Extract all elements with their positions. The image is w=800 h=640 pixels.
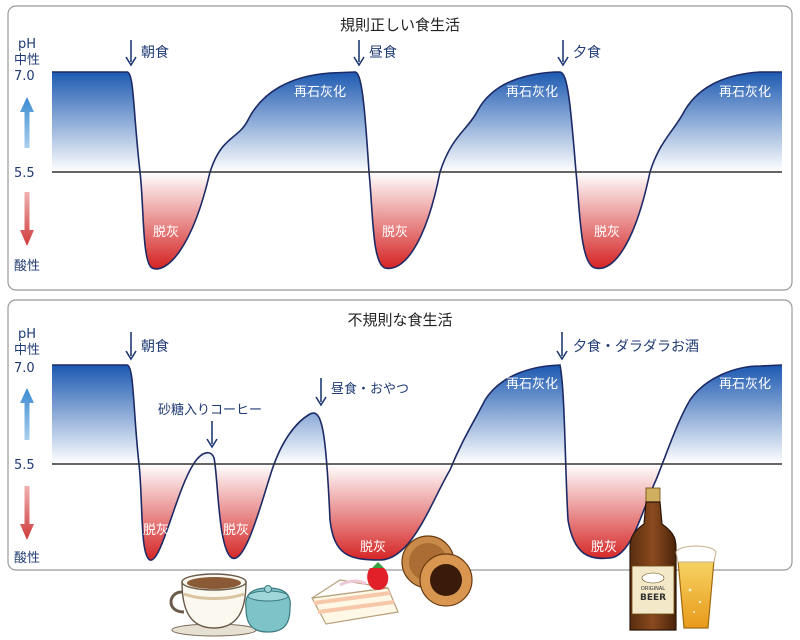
bottom-event-breakfast: 朝食 bbox=[125, 332, 169, 361]
bottom-axis-acid: 酸性 bbox=[14, 551, 40, 566]
bottom-event-lunch-snack: 昼食・おやつ bbox=[315, 378, 409, 407]
top-demineral-2: 脱灰 bbox=[382, 225, 408, 240]
beer-glass-icon bbox=[675, 545, 717, 629]
top-demineral-1: 脱灰 bbox=[153, 225, 179, 240]
top-axis-5-5: 5.5 bbox=[14, 166, 35, 181]
bottom-demineral-4: 脱灰 bbox=[591, 540, 617, 555]
top-remineral-3: 再石灰化 bbox=[719, 85, 771, 100]
top-meal-label-breakfast: 朝食 bbox=[141, 44, 169, 61]
bottom-event-label-coffee: 砂糖入りコーヒー bbox=[158, 402, 262, 418]
coffee-cup-icon bbox=[169, 573, 257, 637]
bottom-axis-neutral: 中性 bbox=[14, 343, 40, 358]
top-remineral-2: 再石灰化 bbox=[506, 85, 558, 100]
bottom-event-dinner-drinking: 夕食・ダラダラお酒 bbox=[556, 332, 699, 361]
top-meal-breakfast: 朝食 bbox=[125, 40, 169, 67]
top-ph-curve bbox=[52, 71, 782, 270]
bottom-arrow-up-icon bbox=[20, 388, 34, 440]
bottom-remineral-1: 再石灰化 bbox=[506, 377, 558, 392]
top-demineral-3: 脱灰 bbox=[594, 225, 620, 240]
bottom-demineral-1: 脱灰 bbox=[143, 523, 169, 538]
bottle-label-beer: BEER bbox=[640, 593, 666, 603]
top-meal-dinner: 夕食 bbox=[557, 40, 601, 67]
bottom-event-label-dinner-drinking: 夕食・ダラダラお酒 bbox=[573, 338, 699, 355]
bottom-axis-7-0: 7.0 bbox=[14, 361, 35, 376]
top-meal-label-lunch: 昼食 bbox=[369, 44, 397, 61]
top-axis-acid: 酸性 bbox=[14, 259, 40, 274]
bottom-title: 不規則な食生活 bbox=[347, 311, 452, 329]
bottom-ph-curve bbox=[52, 364, 783, 561]
top-arrow-up-icon bbox=[20, 97, 34, 148]
dorayaki-icon bbox=[401, 535, 473, 607]
top-remineral-1: 再石灰化 bbox=[294, 85, 346, 100]
top-axis-ph: pH bbox=[18, 37, 36, 52]
bottom-event-coffee: 砂糖入りコーヒー bbox=[158, 402, 262, 449]
bottom-arrow-down-icon bbox=[20, 486, 34, 540]
top-arrow-down-icon bbox=[20, 192, 34, 246]
bottom-event-label-lunch-snack: 昼食・おやつ bbox=[331, 381, 409, 397]
top-axis-7-0: 7.0 bbox=[14, 69, 35, 84]
sugar-pot-icon bbox=[245, 585, 291, 633]
bottom-event-label-breakfast: 朝食 bbox=[141, 338, 169, 355]
bottom-axis-ph: pH bbox=[18, 327, 36, 342]
bottom-demineral-2: 脱灰 bbox=[223, 523, 249, 538]
top-axis: pH 中性 7.0 5.5 酸性 bbox=[14, 37, 40, 274]
bottom-demineral-3: 脱灰 bbox=[360, 540, 386, 555]
top-title: 規則正しい食生活 bbox=[340, 16, 460, 34]
strawberry-cake-icon bbox=[311, 562, 399, 625]
bottom-remineral-2: 再石灰化 bbox=[719, 377, 771, 392]
bottle-label-original: ORIGINAL bbox=[641, 586, 665, 592]
bottom-axis: pH 中性 7.0 5.5 酸性 bbox=[14, 327, 40, 566]
top-meal-label-dinner: 夕食 bbox=[573, 44, 601, 61]
top-axis-neutral: 中性 bbox=[14, 53, 40, 68]
beer-bottle-icon: ORIGINAL BEER bbox=[629, 487, 677, 631]
bottom-axis-5-5: 5.5 bbox=[14, 458, 35, 473]
top-meal-lunch: 昼食 bbox=[353, 40, 397, 67]
